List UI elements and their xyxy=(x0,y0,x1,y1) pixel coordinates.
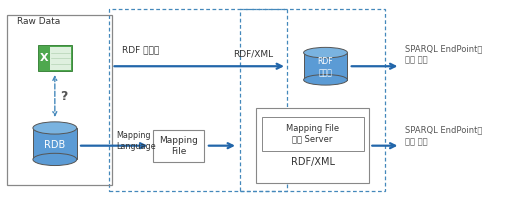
Text: Mapping File
변환 Server: Mapping File 변환 Server xyxy=(286,124,339,144)
Bar xyxy=(240,9,385,191)
Ellipse shape xyxy=(303,47,347,58)
Text: RDF/XML: RDF/XML xyxy=(233,49,273,58)
Text: RDF 편집기: RDF 편집기 xyxy=(122,45,159,54)
Bar xyxy=(50,47,71,70)
Ellipse shape xyxy=(303,75,347,85)
Bar xyxy=(303,53,347,80)
Bar xyxy=(109,9,287,191)
Text: RDF
저장소: RDF 저장소 xyxy=(318,57,333,77)
Text: Mapping
Language: Mapping Language xyxy=(117,131,156,151)
Text: ?: ? xyxy=(60,90,68,103)
Text: RDF/XML: RDF/XML xyxy=(291,157,334,167)
Bar xyxy=(33,128,77,159)
Text: Raw Data: Raw Data xyxy=(17,17,60,26)
Text: SPARQL EndPoint를
통한 검색: SPARQL EndPoint를 통한 검색 xyxy=(405,125,483,146)
Text: RDB: RDB xyxy=(44,140,66,150)
Bar xyxy=(7,15,112,185)
Bar xyxy=(38,45,71,71)
Ellipse shape xyxy=(33,153,77,166)
Ellipse shape xyxy=(33,122,77,134)
Text: SPARQL EndPoint를
통한 검색: SPARQL EndPoint를 통한 검색 xyxy=(405,44,483,65)
Text: Mapping
File: Mapping File xyxy=(159,136,198,156)
Bar xyxy=(256,108,369,183)
Bar xyxy=(262,117,363,151)
Text: X: X xyxy=(39,53,48,63)
Bar xyxy=(153,130,204,162)
